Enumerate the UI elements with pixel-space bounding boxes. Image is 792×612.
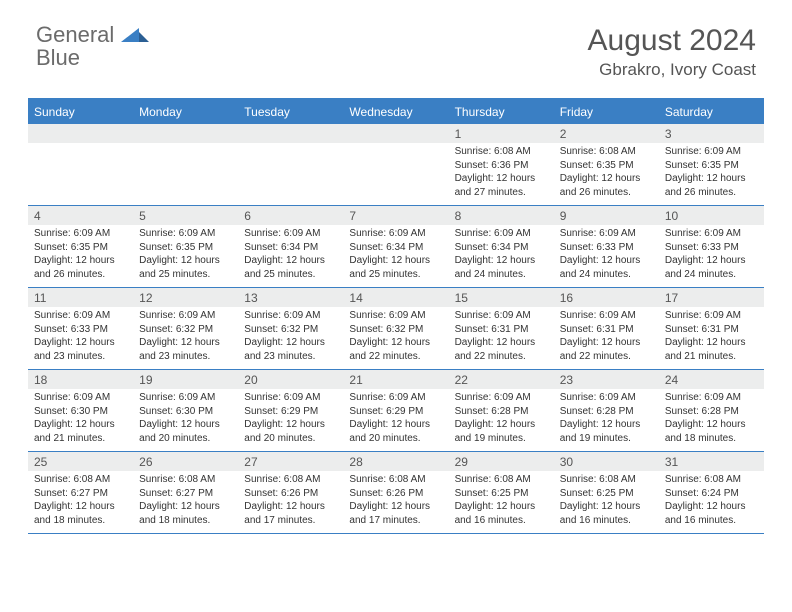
day-number: 11 xyxy=(28,288,133,307)
day-info: Sunrise: 6:09 AMSunset: 6:34 PMDaylight:… xyxy=(343,225,448,287)
month-title: August 2024 xyxy=(588,24,756,58)
calendar: SundayMondayTuesdayWednesdayThursdayFrid… xyxy=(28,98,764,534)
day-number: 18 xyxy=(28,370,133,389)
day-number: 26 xyxy=(133,452,238,471)
day-info: Sunrise: 6:09 AMSunset: 6:33 PMDaylight:… xyxy=(659,225,764,287)
day-number xyxy=(28,124,133,143)
day-header: Thursday xyxy=(449,100,554,124)
day-info xyxy=(28,143,133,205)
day-number: 23 xyxy=(554,370,659,389)
day-number: 17 xyxy=(659,288,764,307)
day-number: 15 xyxy=(449,288,554,307)
day-info: Sunrise: 6:09 AMSunset: 6:34 PMDaylight:… xyxy=(449,225,554,287)
day-info: Sunrise: 6:08 AMSunset: 6:27 PMDaylight:… xyxy=(133,471,238,533)
day-info: Sunrise: 6:09 AMSunset: 6:29 PMDaylight:… xyxy=(343,389,448,451)
day-number: 2 xyxy=(554,124,659,143)
day-number: 24 xyxy=(659,370,764,389)
day-info: Sunrise: 6:09 AMSunset: 6:32 PMDaylight:… xyxy=(343,307,448,369)
day-number: 20 xyxy=(238,370,343,389)
day-number: 28 xyxy=(343,452,448,471)
week: 11121314151617Sunrise: 6:09 AMSunset: 6:… xyxy=(28,288,764,370)
day-header: Tuesday xyxy=(238,100,343,124)
day-number: 5 xyxy=(133,206,238,225)
day-number: 19 xyxy=(133,370,238,389)
day-info xyxy=(238,143,343,205)
day-number: 29 xyxy=(449,452,554,471)
day-info: Sunrise: 6:08 AMSunset: 6:25 PMDaylight:… xyxy=(449,471,554,533)
day-info: Sunrise: 6:09 AMSunset: 6:31 PMDaylight:… xyxy=(554,307,659,369)
day-info: Sunrise: 6:09 AMSunset: 6:30 PMDaylight:… xyxy=(133,389,238,451)
week: 18192021222324Sunrise: 6:09 AMSunset: 6:… xyxy=(28,370,764,452)
day-info: Sunrise: 6:09 AMSunset: 6:34 PMDaylight:… xyxy=(238,225,343,287)
day-info: Sunrise: 6:09 AMSunset: 6:35 PMDaylight:… xyxy=(133,225,238,287)
day-info: Sunrise: 6:08 AMSunset: 6:25 PMDaylight:… xyxy=(554,471,659,533)
day-number xyxy=(238,124,343,143)
day-info: Sunrise: 6:09 AMSunset: 6:30 PMDaylight:… xyxy=(28,389,133,451)
day-number: 8 xyxy=(449,206,554,225)
logo-icon xyxy=(121,26,149,42)
day-info: Sunrise: 6:09 AMSunset: 6:28 PMDaylight:… xyxy=(449,389,554,451)
day-number: 22 xyxy=(449,370,554,389)
day-info: Sunrise: 6:09 AMSunset: 6:28 PMDaylight:… xyxy=(554,389,659,451)
logo: General Blue xyxy=(36,24,149,70)
day-info: Sunrise: 6:09 AMSunset: 6:28 PMDaylight:… xyxy=(659,389,764,451)
day-info: Sunrise: 6:08 AMSunset: 6:27 PMDaylight:… xyxy=(28,471,133,533)
day-number: 3 xyxy=(659,124,764,143)
day-number: 4 xyxy=(28,206,133,225)
day-info: Sunrise: 6:08 AMSunset: 6:36 PMDaylight:… xyxy=(449,143,554,205)
day-info: Sunrise: 6:09 AMSunset: 6:35 PMDaylight:… xyxy=(659,143,764,205)
day-info: Sunrise: 6:08 AMSunset: 6:26 PMDaylight:… xyxy=(343,471,448,533)
day-info xyxy=(133,143,238,205)
day-info xyxy=(343,143,448,205)
day-number: 21 xyxy=(343,370,448,389)
day-number: 7 xyxy=(343,206,448,225)
day-number xyxy=(133,124,238,143)
day-info: Sunrise: 6:09 AMSunset: 6:32 PMDaylight:… xyxy=(133,307,238,369)
logo-text: General Blue xyxy=(36,24,149,70)
day-number: 1 xyxy=(449,124,554,143)
week: 123 Sunrise: 6:08 AMSunset: 6:36 PMDaylig… xyxy=(28,124,764,206)
day-header: Friday xyxy=(554,100,659,124)
week: 45678910 Sunrise: 6:09 AMSunset: 6:35 PMD… xyxy=(28,206,764,288)
day-number: 27 xyxy=(238,452,343,471)
logo-blue: Blue xyxy=(36,45,80,70)
day-header: Sunday xyxy=(28,100,133,124)
day-headers: SundayMondayTuesdayWednesdayThursdayFrid… xyxy=(28,100,764,124)
day-info: Sunrise: 6:09 AMSunset: 6:31 PMDaylight:… xyxy=(449,307,554,369)
day-number: 12 xyxy=(133,288,238,307)
logo-general: General xyxy=(36,22,114,47)
day-number: 10 xyxy=(659,206,764,225)
header: General Blue August 2024 Gbrakro, Ivory … xyxy=(0,0,792,92)
day-number: 30 xyxy=(554,452,659,471)
day-info: Sunrise: 6:09 AMSunset: 6:35 PMDaylight:… xyxy=(28,225,133,287)
day-number: 13 xyxy=(238,288,343,307)
day-number: 6 xyxy=(238,206,343,225)
day-info: Sunrise: 6:08 AMSunset: 6:24 PMDaylight:… xyxy=(659,471,764,533)
title-block: August 2024 Gbrakro, Ivory Coast xyxy=(588,24,756,80)
weeks-container: 123Sunrise: 6:08 AMSunset: 6:36 PMDaylig… xyxy=(28,124,764,534)
day-number: 9 xyxy=(554,206,659,225)
day-number xyxy=(343,124,448,143)
day-info: Sunrise: 6:09 AMSunset: 6:33 PMDaylight:… xyxy=(554,225,659,287)
day-header: Monday xyxy=(133,100,238,124)
day-info: Sunrise: 6:08 AMSunset: 6:26 PMDaylight:… xyxy=(238,471,343,533)
day-info: Sunrise: 6:09 AMSunset: 6:32 PMDaylight:… xyxy=(238,307,343,369)
day-number: 14 xyxy=(343,288,448,307)
day-number: 16 xyxy=(554,288,659,307)
week: 25262728293031Sunrise: 6:08 AMSunset: 6:… xyxy=(28,452,764,534)
day-number: 31 xyxy=(659,452,764,471)
day-header: Saturday xyxy=(659,100,764,124)
day-info: Sunrise: 6:09 AMSunset: 6:29 PMDaylight:… xyxy=(238,389,343,451)
day-header: Wednesday xyxy=(343,100,448,124)
day-info: Sunrise: 6:09 AMSunset: 6:31 PMDaylight:… xyxy=(659,307,764,369)
day-number: 25 xyxy=(28,452,133,471)
day-info: Sunrise: 6:08 AMSunset: 6:35 PMDaylight:… xyxy=(554,143,659,205)
location: Gbrakro, Ivory Coast xyxy=(588,60,756,80)
day-info: Sunrise: 6:09 AMSunset: 6:33 PMDaylight:… xyxy=(28,307,133,369)
